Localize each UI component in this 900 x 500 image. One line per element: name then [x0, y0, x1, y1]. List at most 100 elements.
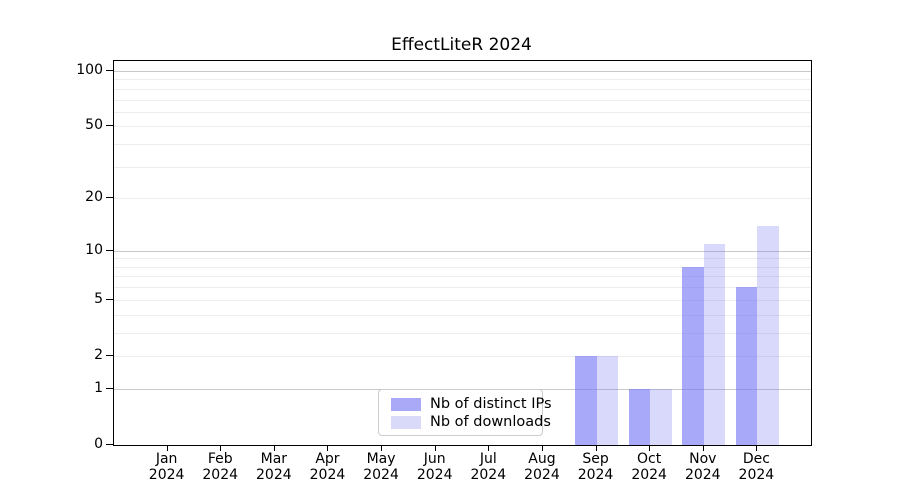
y-tick-label: 50	[85, 117, 103, 134]
y-tick-label: 2	[94, 346, 103, 363]
bar-distinct-ips-sep	[575, 355, 597, 445]
y-tick-label: 10	[85, 241, 103, 258]
gridline-minor	[114, 79, 811, 81]
legend-label-downloads: Nb of downloads	[430, 414, 551, 430]
gridline-minor	[114, 88, 811, 90]
gridline-minor	[114, 166, 811, 168]
x-tick-year: 2024	[416, 467, 453, 483]
y-tick-mark	[106, 125, 113, 127]
x-tick-year: 2024	[202, 467, 239, 483]
gridline-major	[114, 250, 811, 252]
legend-row-distinct-ips: Nb of distinct IPs	[391, 395, 552, 413]
x-tick-year: 2024	[256, 467, 292, 483]
x-tick-mark	[702, 445, 704, 451]
legend-swatch-distinct-ips	[391, 397, 421, 411]
gridline-minor	[114, 258, 811, 260]
bar-downloads-nov	[703, 243, 726, 445]
x-tick-mark	[381, 445, 383, 451]
x-tick-label: May 2024	[349, 451, 413, 483]
x-tick-mark	[649, 445, 651, 451]
x-tick-label: Apr 2024	[295, 451, 359, 483]
y-tick-label: 1	[94, 379, 103, 396]
x-tick-label: Feb 2024	[188, 451, 252, 483]
bar-distinct-ips-oct	[628, 388, 651, 445]
x-tick-mark	[327, 445, 329, 451]
bar-downloads-oct	[650, 388, 672, 445]
bar-distinct-ips-nov	[682, 266, 704, 445]
x-tick-mark	[756, 445, 758, 451]
x-tick-label: Sep 2024	[564, 451, 628, 483]
gridline-minor	[114, 355, 811, 357]
gridline-minor	[114, 266, 811, 268]
gridline-minor	[114, 99, 811, 101]
x-tick-label: Oct 2024	[617, 451, 681, 483]
x-tick-month: Aug	[528, 451, 556, 467]
y-tick-label: 20	[85, 189, 103, 206]
x-tick-label: Aug 2024	[510, 451, 574, 483]
y-tick-mark	[106, 387, 113, 389]
x-tick-label: Jan 2024	[135, 451, 199, 483]
x-tick-mark	[166, 445, 168, 451]
x-tick-month: May	[366, 451, 396, 467]
x-tick-label: Jun 2024	[403, 451, 467, 483]
x-tick-month: Jul	[479, 451, 497, 467]
y-tick-label: 5	[94, 290, 103, 307]
x-tick-month: Dec	[742, 451, 770, 467]
x-tick-year: 2024	[684, 467, 721, 483]
x-tick-mark	[434, 445, 436, 451]
x-tick-year: 2024	[363, 467, 399, 483]
y-tick-mark	[106, 444, 113, 445]
y-tick-mark	[106, 249, 113, 251]
y-tick-mark	[106, 70, 113, 71]
bar-downloads-dec	[757, 225, 779, 445]
y-tick-mark	[106, 197, 113, 199]
x-tick-label: Dec 2024	[724, 451, 788, 483]
legend: Nb of distinct IPs Nb of downloads	[378, 389, 552, 436]
x-tick-mark	[595, 445, 597, 451]
x-tick-month: Sep	[582, 451, 609, 467]
x-tick-mark	[220, 445, 222, 451]
gridline-minor	[114, 111, 811, 113]
y-tick-mark	[106, 298, 113, 300]
gridline-minor	[114, 144, 811, 146]
x-tick-month: Mar	[260, 451, 288, 467]
x-tick-mark	[273, 445, 275, 451]
x-tick-month: Oct	[637, 451, 662, 467]
y-tick-mark	[106, 354, 113, 356]
y-tick-label: 100	[76, 62, 103, 78]
bar-downloads-sep	[596, 355, 619, 445]
legend-swatch-downloads	[391, 415, 421, 429]
x-tick-year: 2024	[524, 467, 560, 483]
x-tick-mark	[541, 445, 543, 451]
x-tick-year: 2024	[738, 467, 775, 483]
legend-row-downloads: Nb of downloads	[391, 413, 551, 431]
bar-distinct-ips-dec	[735, 287, 758, 445]
x-tick-mark	[488, 445, 490, 451]
x-tick-month: Apr	[315, 451, 340, 467]
x-tick-label: Nov 2024	[671, 451, 735, 483]
x-tick-month: Feb	[207, 451, 233, 467]
gridline-minor	[114, 287, 811, 289]
x-tick-label: Mar 2024	[242, 451, 306, 483]
gridline-minor	[114, 332, 811, 334]
x-tick-label: Jul 2024	[456, 451, 520, 483]
gridline-minor	[114, 276, 811, 278]
y-tick-label: 0	[94, 436, 103, 452]
x-tick-year: 2024	[577, 467, 614, 483]
chart-title: EffectLiteR 2024	[391, 35, 532, 55]
x-tick-year: 2024	[309, 467, 346, 483]
plot-area	[113, 60, 812, 446]
legend-label-distinct-ips: Nb of distinct IPs	[430, 396, 552, 412]
x-tick-year: 2024	[631, 467, 667, 483]
x-tick-month: Nov	[689, 451, 717, 467]
gridline-minor	[114, 299, 811, 301]
x-tick-year: 2024	[470, 467, 507, 483]
gridline-minor	[114, 126, 811, 128]
x-tick-year: 2024	[148, 467, 185, 483]
gridline-major	[114, 71, 811, 72]
x-tick-month: Jan	[155, 451, 178, 467]
x-tick-month: Jun	[423, 451, 446, 467]
gridline-minor	[114, 198, 811, 200]
gridline-minor	[114, 314, 811, 316]
